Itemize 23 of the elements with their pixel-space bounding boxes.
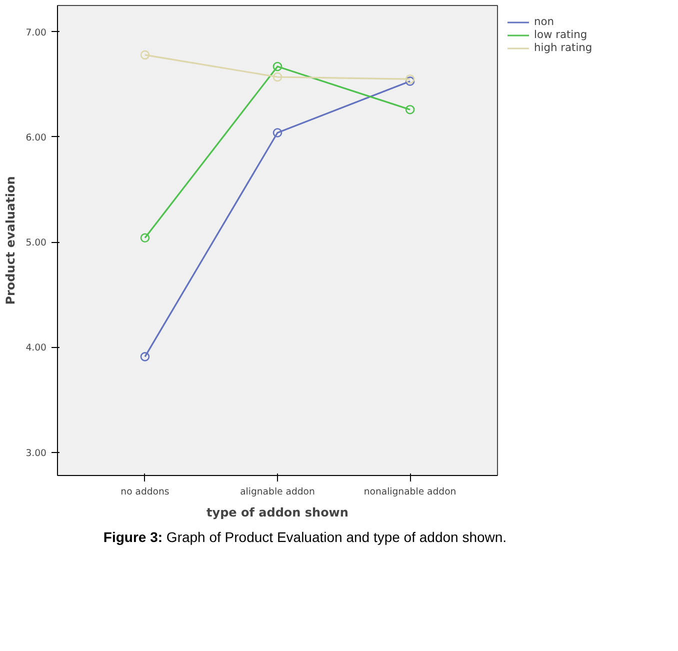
point <box>405 76 415 86</box>
y-tick-label: 7.00 <box>26 27 47 38</box>
point <box>405 104 415 114</box>
legend-label: non <box>534 15 554 28</box>
point <box>140 352 150 362</box>
y-tick-label: 5.00 <box>26 238 47 249</box>
x-tick-label: nonalignable addon <box>364 486 456 498</box>
point <box>140 233 150 243</box>
point <box>405 74 415 84</box>
y-tick-label: 4.00 <box>26 342 47 354</box>
caption: Figure 3: Graph of Product Evaluation and type of addon shown. <box>103 528 507 547</box>
y-tick-label: 6.00 <box>26 132 47 144</box>
x-axis-title: type of addon shown <box>206 506 348 520</box>
legend-label: high rating <box>534 41 592 54</box>
point <box>272 128 282 138</box>
x-tick-label: alignable addon <box>240 486 316 498</box>
point <box>140 50 150 60</box>
point <box>272 72 282 82</box>
legend-label: low rating <box>534 28 588 41</box>
point <box>272 62 282 72</box>
x-tick-label: no addons <box>120 486 170 498</box>
y-axis-title: Product evaluation <box>4 176 18 305</box>
y-tick-label: 3.00 <box>26 448 47 459</box>
